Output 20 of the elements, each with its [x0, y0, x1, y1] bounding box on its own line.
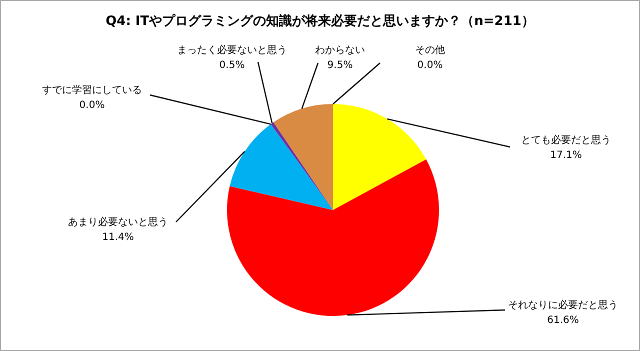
- slice-label: わからない: [315, 45, 365, 56]
- data-label: 0.5%: [219, 60, 245, 71]
- slice-label: とても必要だと思う: [521, 134, 611, 146]
- data-label: 61.6%: [547, 315, 579, 326]
- category-label: その他: [415, 45, 445, 56]
- pie-slice: [270, 122, 333, 210]
- pie-slice: [227, 159, 439, 316]
- slice-label: それなりに必要だと思う: [508, 299, 618, 311]
- slice-label: まったく必要ないと思う: [177, 44, 287, 56]
- data-label: 9.5%: [327, 60, 353, 71]
- category-label: すでに学習にしている: [42, 85, 142, 96]
- slice-label: あまり必要ないと思う: [68, 216, 168, 228]
- pie-slice: [230, 124, 333, 210]
- data-label: 11.4%: [102, 232, 134, 243]
- chart-title: Q4: ITやプログラミングの知識が将来必要だと思いますか？（n=211）: [106, 13, 534, 29]
- text: 0.0%: [417, 60, 443, 71]
- pie-slice: [333, 104, 426, 210]
- text: 0.0%: [79, 100, 105, 111]
- pie-slice: [273, 104, 333, 210]
- data-label: 17.1%: [550, 150, 582, 161]
